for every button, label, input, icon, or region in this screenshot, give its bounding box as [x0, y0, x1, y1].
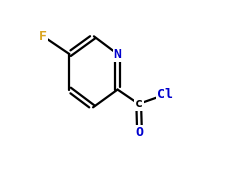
Text: Cl: Cl	[157, 88, 173, 101]
Text: c: c	[135, 98, 143, 110]
Text: O: O	[135, 126, 144, 139]
Text: N: N	[114, 48, 122, 61]
Text: F: F	[39, 30, 47, 43]
